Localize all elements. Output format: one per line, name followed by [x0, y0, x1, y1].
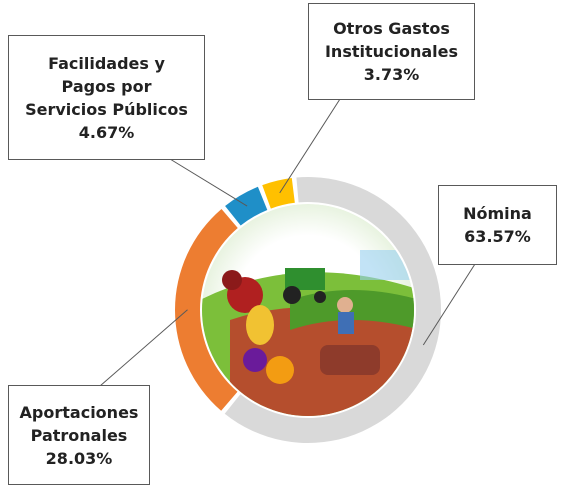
value-label: 3.73% — [319, 63, 464, 86]
leader-line — [100, 310, 188, 386]
donut-slice — [262, 178, 295, 209]
slice-label: Facilidades y Pagos por Servicios Públic… — [19, 52, 194, 121]
slice-label: Nómina — [449, 202, 546, 225]
slice-label: Aportaciones Patronales — [19, 401, 139, 447]
slice-label: Otros Gastos Institucionales — [319, 17, 464, 63]
chart: Nómina63.57% Aportaciones Patronales28.03… — [0, 0, 561, 490]
leader-line — [170, 159, 247, 206]
value-label: 28.03% — [19, 447, 139, 470]
callout: Facilidades y Pagos por Servicios Públic… — [8, 35, 205, 160]
value-label: 4.67% — [19, 121, 194, 144]
value-label: 63.57% — [449, 225, 546, 248]
